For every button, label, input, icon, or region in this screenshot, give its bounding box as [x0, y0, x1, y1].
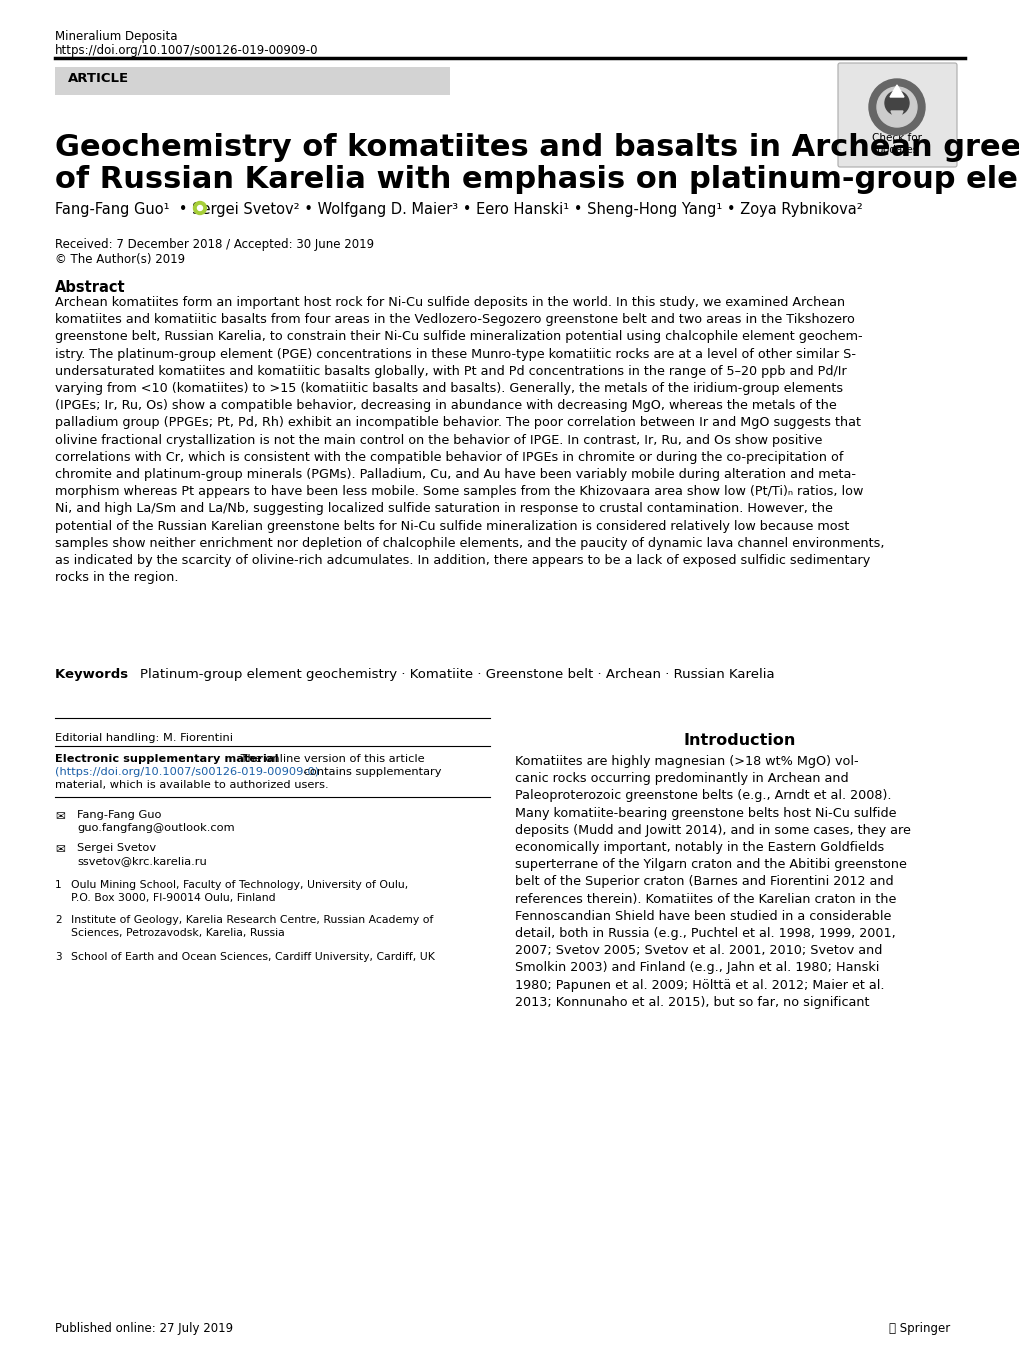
Text: Keywords: Keywords: [55, 668, 138, 682]
Text: ARTICLE: ARTICLE: [68, 72, 129, 85]
Text: (https://doi.org/10.1007/s00126-019-00909-0): (https://doi.org/10.1007/s00126-019-0090…: [55, 767, 319, 776]
Circle shape: [884, 91, 908, 115]
Circle shape: [868, 79, 924, 136]
Text: Platinum-group element geochemistry · Komatiite · Greenstone belt · Archean · Ru: Platinum-group element geochemistry · Ko…: [140, 668, 773, 682]
Text: material, which is available to authorized users.: material, which is available to authoriz…: [55, 780, 328, 790]
Text: guo.fangfang@outlook.com: guo.fangfang@outlook.com: [76, 822, 234, 833]
Text: Check for: Check for: [871, 133, 921, 144]
Text: © The Author(s) 2019: © The Author(s) 2019: [55, 253, 184, 266]
Text: Fang-Fang Guo: Fang-Fang Guo: [76, 810, 161, 820]
Text: ✉: ✉: [55, 843, 65, 856]
Text: Komatiites are highly magnesian (>18 wt% MgO) vol-
canic rocks occurring predomi: Komatiites are highly magnesian (>18 wt%…: [515, 755, 910, 1009]
Polygon shape: [890, 85, 903, 98]
FancyBboxPatch shape: [838, 62, 956, 167]
Text: ⫴ Springer: ⫴ Springer: [888, 1322, 949, 1335]
Text: Electronic supplementary material: Electronic supplementary material: [55, 753, 278, 764]
Text: updates: updates: [875, 145, 917, 154]
Text: School of Earth and Ocean Sciences, Cardiff University, Cardiff, UK: School of Earth and Ocean Sciences, Card…: [71, 953, 434, 962]
Text: 1: 1: [55, 879, 61, 890]
Text: The online version of this article: The online version of this article: [236, 753, 424, 764]
Text: 2: 2: [55, 915, 61, 925]
Text: Archean komatiites form an important host rock for Ni-Cu sulfide deposits in the: Archean komatiites form an important hos…: [55, 295, 883, 584]
Text: Mineralium Deposita: Mineralium Deposita: [55, 30, 177, 43]
Text: Sergei Svetov: Sergei Svetov: [76, 843, 156, 854]
Text: of Russian Karelia with emphasis on platinum-group elements: of Russian Karelia with emphasis on plat…: [55, 165, 1019, 194]
Text: contains supplementary: contains supplementary: [300, 767, 441, 776]
Text: Abstract: Abstract: [55, 280, 125, 295]
Polygon shape: [891, 111, 902, 125]
Circle shape: [194, 202, 206, 214]
Circle shape: [876, 87, 916, 127]
Text: Oulu Mining School, Faculty of Technology, University of Oulu,
P.O. Box 3000, FI: Oulu Mining School, Faculty of Technolog…: [71, 879, 408, 904]
Text: Introduction: Introduction: [683, 733, 796, 748]
Text: ssvetov@krc.karelia.ru: ssvetov@krc.karelia.ru: [76, 856, 207, 866]
Text: 3: 3: [55, 953, 61, 962]
Text: Fang-Fang Guo¹  • Sergei Svetov² • Wolfgang D. Maier³ • Eero Hanski¹ • Sheng-Hon: Fang-Fang Guo¹ • Sergei Svetov² • Wolfga…: [55, 202, 862, 217]
Text: Received: 7 December 2018 / Accepted: 30 June 2019: Received: 7 December 2018 / Accepted: 30…: [55, 238, 374, 251]
Text: Institute of Geology, Karelia Research Centre, Russian Academy of
Sciences, Petr: Institute of Geology, Karelia Research C…: [71, 915, 433, 938]
Bar: [55, 66, 449, 95]
Text: ✉: ✉: [55, 810, 65, 822]
Text: Published online: 27 July 2019: Published online: 27 July 2019: [55, 1322, 233, 1335]
Text: Editorial handling: M. Fiorentini: Editorial handling: M. Fiorentini: [55, 733, 232, 743]
Text: Geochemistry of komatiites and basalts in Archean greenstone belts: Geochemistry of komatiites and basalts i…: [55, 133, 1019, 163]
Circle shape: [198, 206, 203, 210]
Text: https://doi.org/10.1007/s00126-019-00909-0: https://doi.org/10.1007/s00126-019-00909…: [55, 43, 318, 57]
